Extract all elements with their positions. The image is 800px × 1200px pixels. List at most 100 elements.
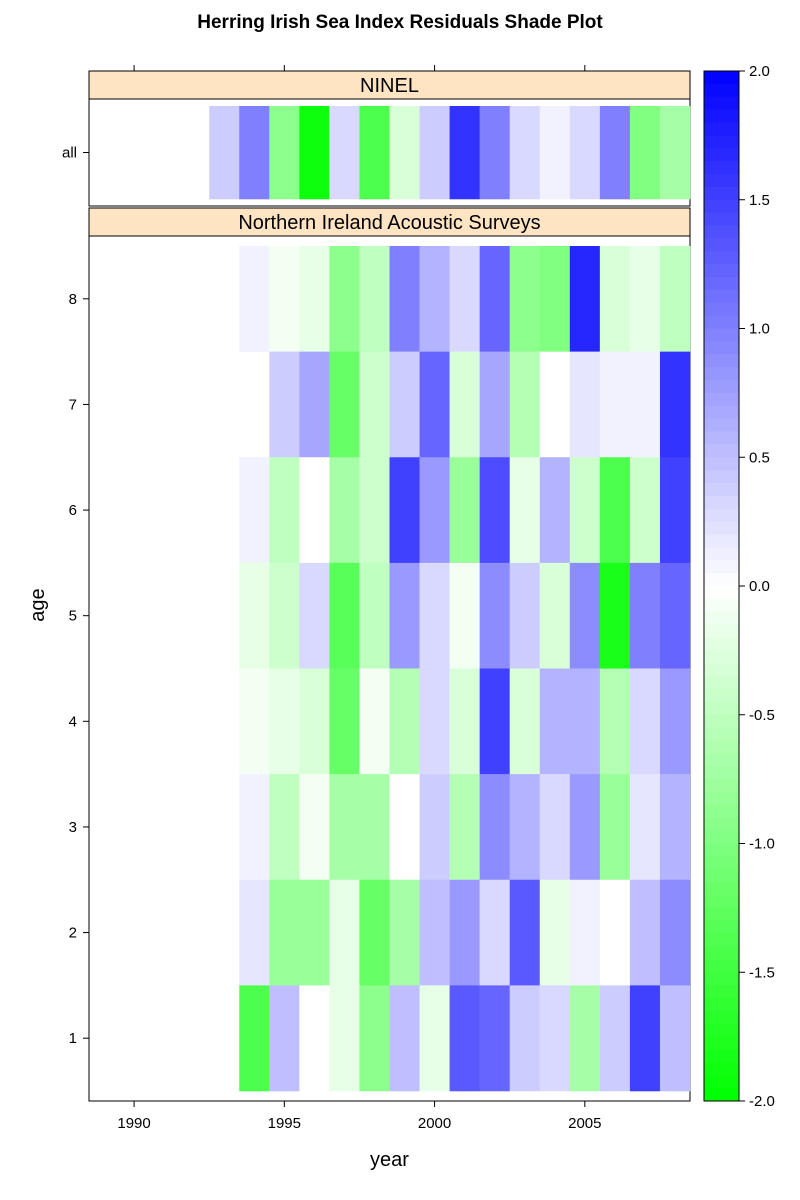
colorbar-segment [704,380,739,394]
heatmap-cell [389,879,420,986]
y-tick-label: 2 [69,925,77,942]
colorbar-segment [704,444,739,458]
heatmap-cell [569,106,601,200]
heatmap-cell [569,879,601,986]
y-tick-label: 8 [69,291,77,308]
heatmap-cell [419,668,450,775]
heatmap-cell [329,985,360,1092]
heatmap-cell [359,106,390,200]
heatmap-cell [659,246,691,352]
colorbar-segment [704,302,739,317]
colorbar-segment [704,1023,739,1038]
colorbar-segment [704,277,739,291]
heatmap-cell [599,985,631,1092]
heatmap-cell [269,985,300,1092]
heatmap-cell [569,246,601,352]
colorbar-segment [704,315,739,329]
colorbar-segment [704,985,739,999]
heatmap-cell [269,246,300,352]
heatmap-cell [629,351,661,458]
colorbar-segment [704,714,739,729]
x-tick-label: 1990 [117,1115,150,1132]
heatmap-cell [569,774,601,881]
heatmap-cell [299,774,330,881]
strip-acoustic [88,207,691,237]
colorbar-segment [704,135,739,149]
heatmap-cell [389,985,420,1092]
heatmap-cell [419,985,450,1092]
colorbar-segment [704,534,739,548]
colorbar-segment [704,830,739,844]
chart-title: Herring Irish Sea Index Residuals Shade … [197,12,603,33]
heatmap-cell [239,246,270,352]
heatmap-cell [479,668,510,775]
colorbar-tick-label: 0.5 [749,449,770,466]
colorbar-segment [704,367,739,381]
heatmap-cell [479,562,510,669]
heatmap-cell [599,562,631,669]
heatmap-cell [329,668,360,775]
heatmap-cell [419,562,450,669]
heatmap-cell [539,457,571,564]
colorbar-segment [704,148,739,162]
colorbar-tick-label: -2.0 [749,1093,775,1110]
y-axis-title: age [27,588,49,621]
colorbar-tick-label: 0.0 [749,578,770,595]
colorbar-segment [704,96,739,111]
colorbar-segment [704,727,739,741]
heatmap-cell [329,106,360,200]
heatmap-cell [569,668,601,775]
colorbar-segment [704,225,739,239]
colorbar-segment [704,753,739,767]
heatmap-cell [299,246,330,352]
colorbar-segment [704,573,739,587]
heatmap-cell [359,774,390,881]
colorbar-tick-label: 1.5 [749,192,770,209]
heatmap-cell [329,562,360,669]
heatmap-cell [629,562,661,669]
heatmap-cell [389,351,420,458]
heatmap-cell [629,246,661,352]
heatmap-cell [569,351,601,458]
heatmap-cell [629,106,661,200]
y-tick-label: 5 [69,608,77,625]
colorbar-segment [704,843,739,857]
heatmap-cell [599,774,631,881]
heatmap-cell [659,562,691,669]
colorbar-segment [704,611,739,626]
heatmap-cell [389,562,420,669]
axes: all 8 7 6 5 4 3 2 1 1990 1995 2000 2005 [62,65,602,1132]
colorbar-segment [704,470,739,484]
heatmap-cell [239,562,270,669]
heatmap-cell [299,106,330,200]
colorbar-segment [704,418,739,432]
colorbar-segment [704,817,739,832]
heatmap-cell [359,351,390,458]
heatmap-cell [599,106,631,200]
heatmap-cell [389,246,420,352]
colorbar-segment [704,328,739,342]
heatmap-cell [329,351,360,458]
colorbar-segment [704,1088,739,1102]
heatmap-cell [449,351,480,458]
heatmap-cell [449,668,480,775]
colorbar-segment [704,676,739,690]
colorbar-segment [704,792,739,806]
heatmap-cell [659,106,691,200]
colorbar-segment [704,869,739,883]
colorbar-segment [704,161,739,175]
heatmap-cell [629,985,661,1092]
colorbar-tick-label: 1.0 [749,321,770,338]
colorbar-segment [704,998,739,1012]
colorbar-segment [704,238,739,252]
heatmap-cell [299,668,330,775]
heatmap-cell [389,457,420,564]
strip-label-acoustic: Northern Ireland Acoustic Surveys [238,212,540,234]
colorbar-segment [704,289,739,304]
heatmap-cell [539,246,571,352]
colorbar-segment [704,740,739,754]
colorbar-segment [704,483,739,497]
colorbar-segment [704,650,739,664]
heatmap-cell [389,106,420,200]
y-tick-label: 6 [69,502,77,519]
